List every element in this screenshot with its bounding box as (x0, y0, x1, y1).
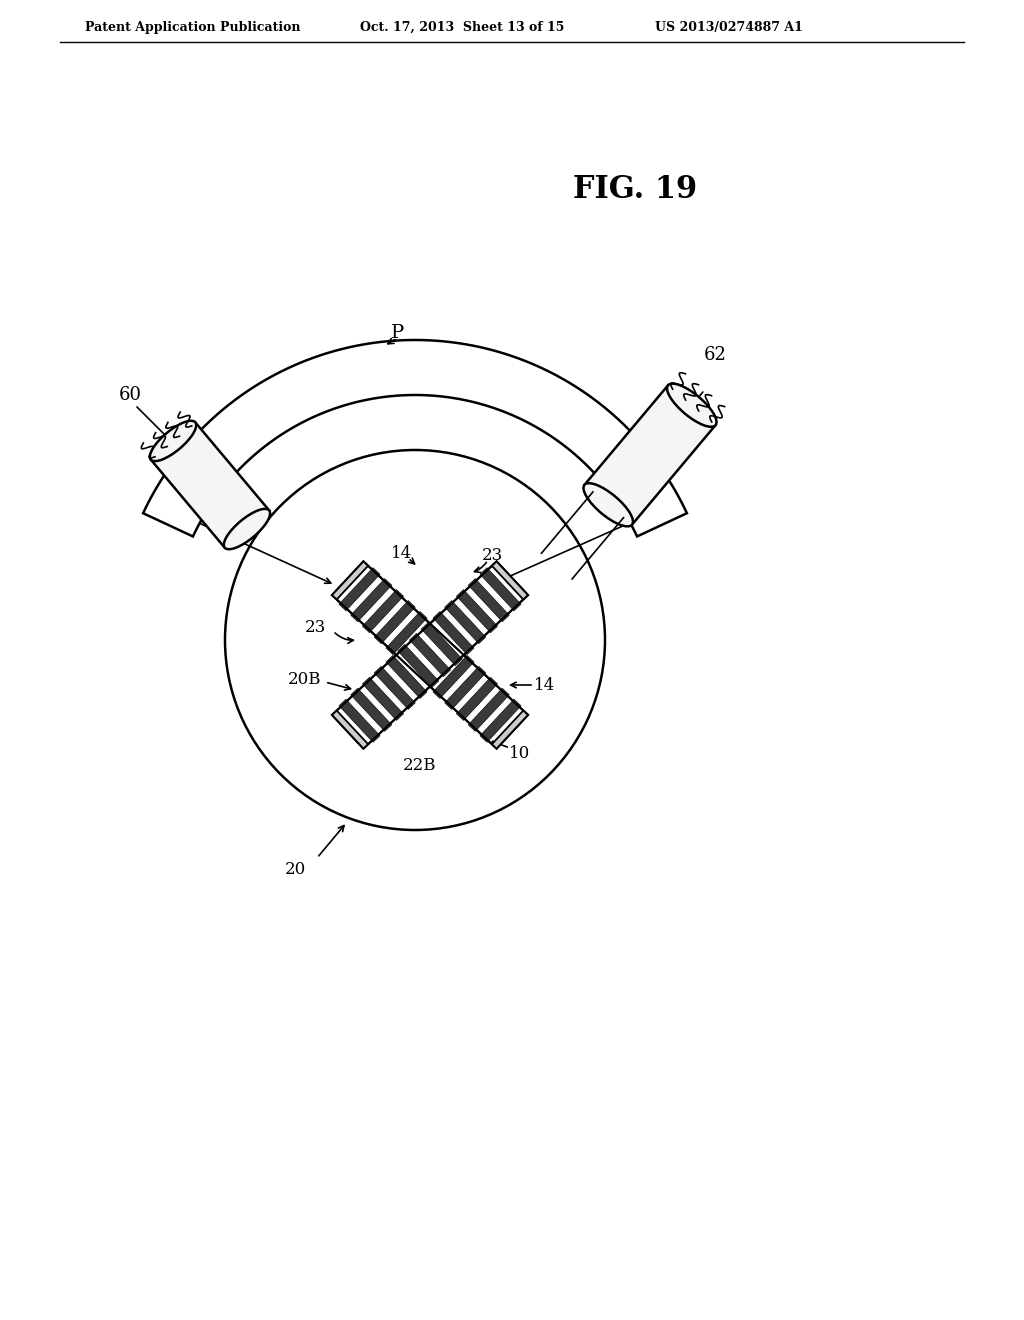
Polygon shape (362, 590, 403, 632)
Text: 22B: 22B (403, 756, 437, 774)
Polygon shape (151, 422, 269, 548)
Ellipse shape (667, 384, 717, 426)
Text: 20B: 20B (288, 672, 322, 689)
Polygon shape (480, 568, 521, 611)
Polygon shape (397, 644, 439, 688)
Polygon shape (480, 700, 521, 742)
Polygon shape (350, 688, 392, 731)
Polygon shape (362, 677, 403, 721)
Polygon shape (492, 561, 528, 599)
Polygon shape (457, 677, 498, 721)
Text: Oct. 17, 2013  Sheet 13 of 15: Oct. 17, 2013 Sheet 13 of 15 (360, 21, 564, 33)
Text: 62: 62 (703, 346, 726, 364)
Text: 23: 23 (481, 546, 503, 564)
Polygon shape (433, 611, 474, 655)
Polygon shape (457, 590, 498, 632)
Polygon shape (433, 655, 474, 698)
Text: US 2013/0274887 A1: US 2013/0274887 A1 (655, 21, 803, 33)
Polygon shape (468, 578, 509, 622)
Polygon shape (332, 561, 368, 599)
Polygon shape (585, 385, 716, 525)
Polygon shape (386, 655, 427, 698)
Text: 60: 60 (119, 385, 141, 404)
Text: 14: 14 (535, 676, 556, 693)
Polygon shape (332, 710, 368, 748)
Ellipse shape (584, 483, 633, 527)
Text: 23: 23 (304, 619, 326, 635)
Ellipse shape (150, 421, 197, 461)
Polygon shape (339, 568, 380, 611)
Polygon shape (468, 688, 509, 731)
Polygon shape (492, 710, 528, 748)
Polygon shape (444, 601, 485, 644)
Polygon shape (410, 634, 451, 677)
Text: 14: 14 (391, 544, 413, 561)
Polygon shape (374, 601, 416, 644)
Polygon shape (397, 623, 439, 665)
Polygon shape (374, 667, 416, 709)
Polygon shape (444, 667, 485, 709)
Text: FIG. 19: FIG. 19 (573, 174, 697, 206)
Text: P: P (391, 325, 403, 342)
Text: 20: 20 (285, 862, 305, 879)
Polygon shape (332, 561, 528, 748)
Polygon shape (332, 561, 528, 748)
Text: Patent Application Publication: Patent Application Publication (85, 21, 300, 33)
Polygon shape (421, 623, 462, 665)
Text: 10: 10 (509, 744, 530, 762)
Polygon shape (339, 700, 380, 742)
Polygon shape (410, 634, 451, 677)
Polygon shape (143, 341, 687, 536)
Ellipse shape (224, 508, 270, 549)
Polygon shape (386, 611, 427, 655)
Polygon shape (350, 578, 392, 622)
Polygon shape (421, 644, 462, 688)
